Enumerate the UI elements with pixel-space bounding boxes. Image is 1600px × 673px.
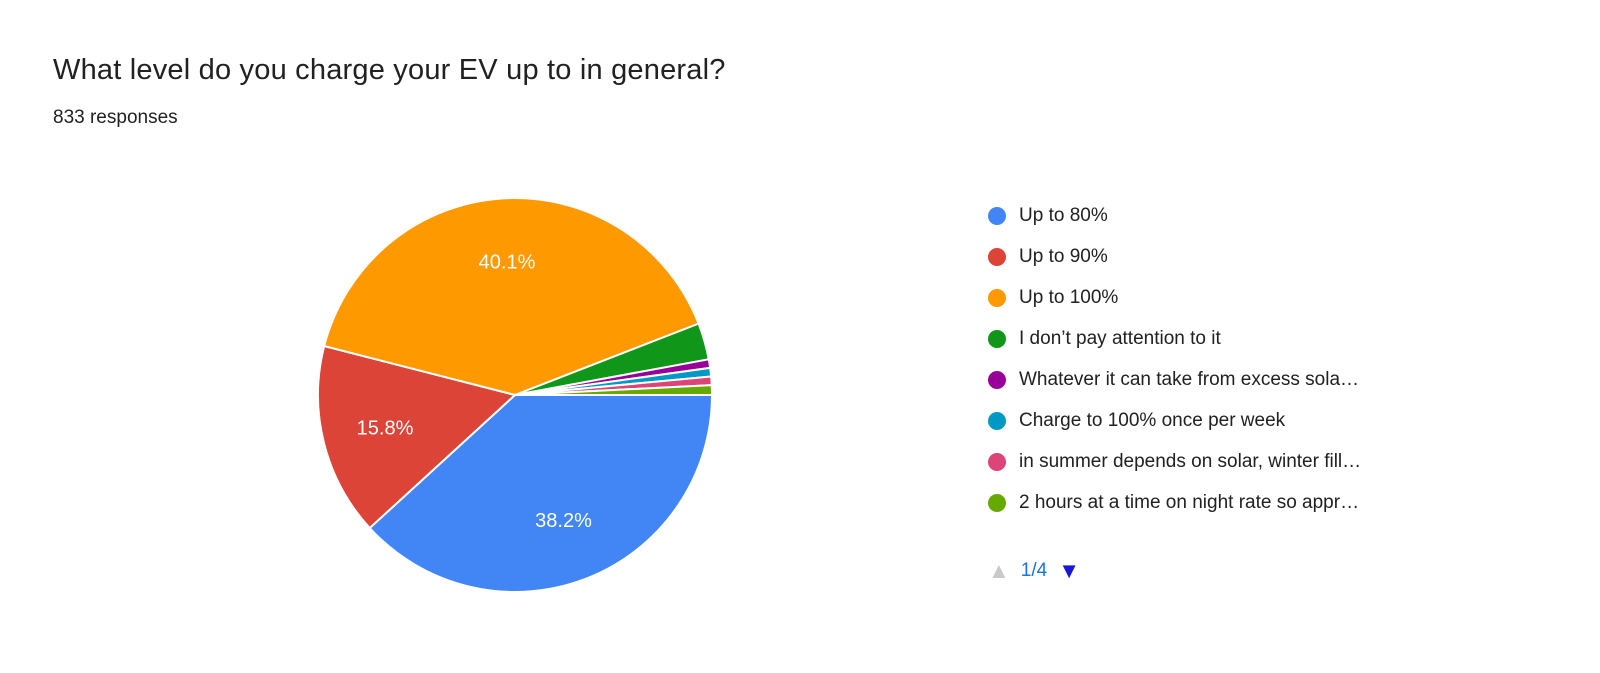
legend-dot-icon [988,288,1006,307]
legend-item-label: Up to 90% [1019,245,1108,267]
pie-slice-7[interactable] [514,384,713,396]
legend-item: Charge to 100% once per week [988,400,1361,441]
pie-slice-0[interactable] [368,394,713,593]
legend-pagination: ▲ 1/4 ▼ [988,560,1080,582]
legend-dot-icon [988,452,1006,471]
legend-page-up-icon[interactable]: ▲ [988,558,1010,583]
chart-legend: Up to 80% Up to 90% Up to 100% I don’t p… [988,195,1361,523]
legend-item-label: I don’t pay attention to it [1019,327,1221,349]
legend-item: 2 hours at a time on night rate so appr… [988,482,1361,523]
legend-page-down-icon[interactable]: ▼ [1058,558,1080,583]
legend-item: Whatever it can take from excess sola… [988,359,1361,400]
pie-slice-label: 15.8% [357,418,414,440]
legend-item: Up to 80% [988,195,1361,236]
legend-dot-icon [988,247,1006,266]
legend-item-label: Whatever it can take from excess sola… [1019,368,1360,390]
pie-slice-1[interactable] [317,345,516,530]
response-count: 833 responses [53,107,178,128]
legend-item-label: Up to 80% [1019,204,1108,226]
legend-dot-icon [988,370,1006,389]
legend-dot-icon [988,329,1006,348]
question-title: What level do you charge your EV up to i… [53,54,726,86]
legend-item: Up to 100% [988,277,1361,318]
legend-item: Up to 90% [988,236,1361,277]
legend-dot-icon [988,206,1006,225]
legend-item: I don’t pay attention to it [988,318,1361,359]
pie-slice-2[interactable] [323,197,700,396]
legend-dot-icon [988,411,1006,430]
pie-chart: 38.2% 15.8% 40.1% [317,197,713,593]
legend-item-label: Up to 100% [1019,286,1119,308]
pie-chart-area: 38.2% 15.8% 40.1% [308,188,722,602]
pie-slice-label: 40.1% [479,251,536,273]
legend-item-label: Charge to 100% once per week [1019,409,1286,431]
pie-slice-label: 38.2% [535,510,592,532]
legend-page-indicator: 1/4 [1020,560,1048,581]
legend-item: in summer depends on solar, winter fill… [988,441,1361,482]
legend-item-label: 2 hours at a time on night rate so appr… [1019,491,1360,513]
legend-dot-icon [988,493,1006,512]
legend-item-label: in summer depends on solar, winter fill… [1019,450,1362,472]
